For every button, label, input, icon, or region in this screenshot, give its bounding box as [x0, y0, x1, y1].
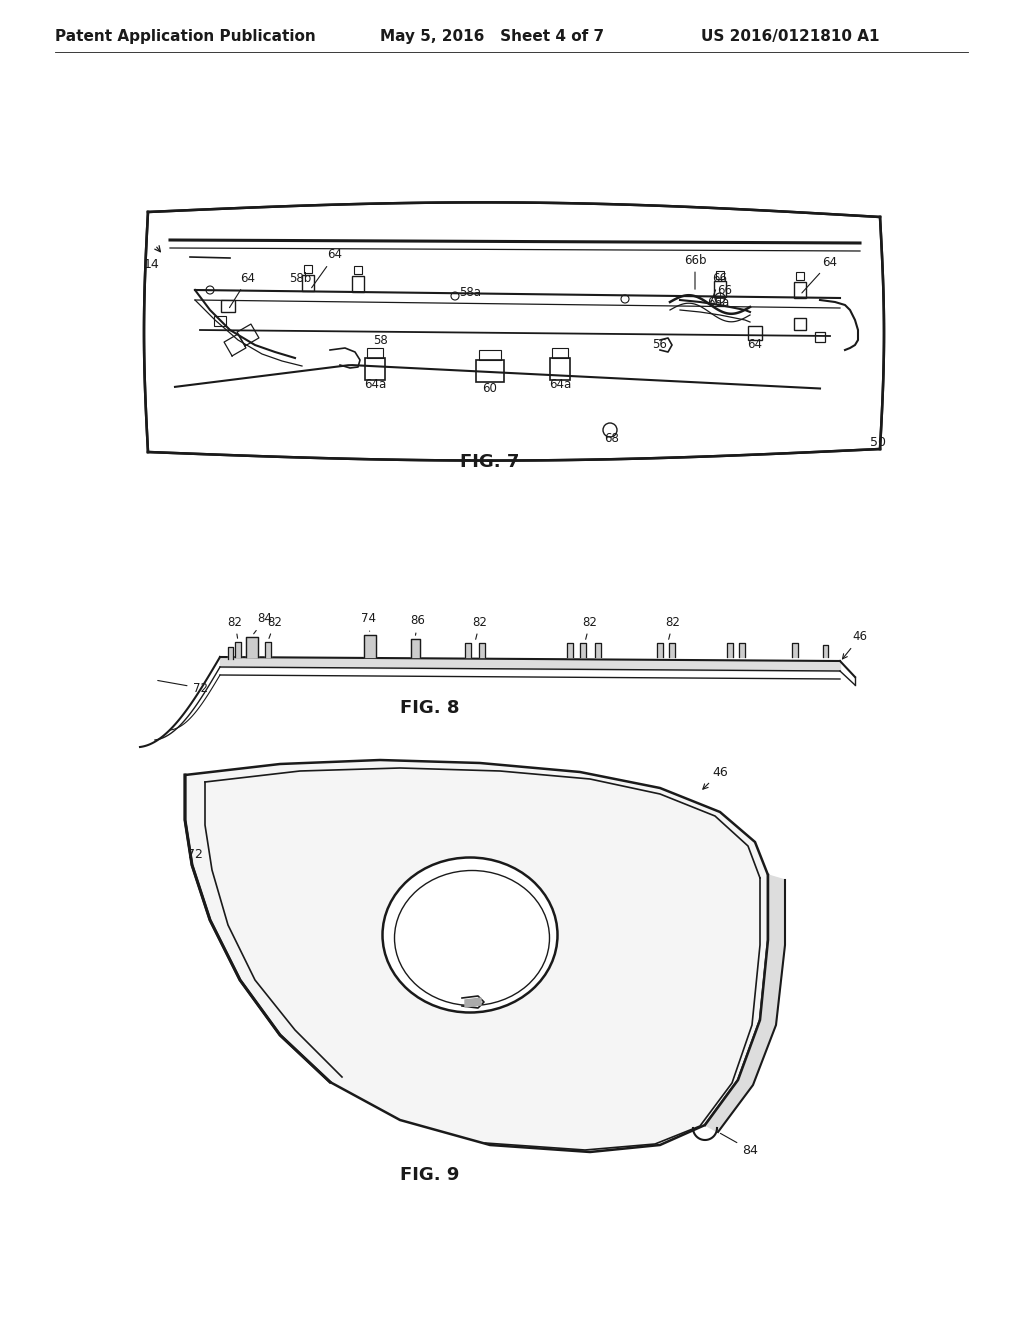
Text: 86: 86	[482, 953, 498, 966]
Polygon shape	[465, 643, 471, 657]
Text: 74: 74	[360, 612, 376, 631]
Text: 58: 58	[373, 334, 387, 346]
Polygon shape	[144, 202, 884, 461]
Text: 84: 84	[254, 612, 272, 634]
Bar	[302, 276, 314, 292]
Polygon shape	[227, 647, 232, 659]
Text: 68: 68	[604, 432, 620, 445]
Text: 64: 64	[748, 338, 763, 351]
Text: 64: 64	[802, 256, 838, 293]
Bar	[815, 333, 825, 342]
Bar	[714, 281, 726, 297]
Text: 64a: 64a	[364, 379, 386, 392]
Text: 64: 64	[311, 248, 342, 288]
Bar	[794, 318, 806, 330]
Polygon shape	[185, 760, 768, 1152]
Text: 46: 46	[843, 631, 867, 659]
Text: May 5, 2016   Sheet 4 of 7: May 5, 2016 Sheet 4 of 7	[380, 29, 604, 45]
Bar	[354, 267, 362, 275]
Ellipse shape	[383, 858, 557, 1012]
Bar	[367, 348, 383, 358]
Text: FIG. 7: FIG. 7	[461, 453, 520, 471]
Polygon shape	[822, 645, 827, 657]
Polygon shape	[567, 643, 573, 657]
Bar	[748, 326, 762, 341]
Text: 66a: 66a	[707, 296, 729, 309]
Bar	[796, 272, 804, 280]
Bar	[794, 281, 806, 297]
Polygon shape	[657, 643, 663, 657]
Text: US 2016/0121810 A1: US 2016/0121810 A1	[700, 29, 880, 45]
Text: 58a: 58a	[459, 285, 481, 298]
Text: FIG. 9: FIG. 9	[400, 1166, 460, 1184]
Text: 50: 50	[870, 436, 886, 449]
Bar	[304, 265, 312, 273]
Text: 82: 82	[472, 615, 487, 639]
Polygon shape	[739, 643, 745, 657]
Bar	[352, 276, 364, 292]
Text: 72: 72	[187, 849, 203, 862]
Text: 84: 84	[721, 1134, 758, 1156]
Text: 72: 72	[158, 681, 208, 694]
Bar	[221, 300, 234, 312]
Text: 80: 80	[407, 928, 423, 941]
Text: 82: 82	[583, 615, 597, 639]
Text: 64: 64	[229, 272, 256, 308]
Text: 66: 66	[711, 272, 727, 302]
Polygon shape	[727, 643, 733, 657]
Text: 64a: 64a	[549, 379, 571, 392]
Bar	[479, 350, 501, 360]
Polygon shape	[705, 875, 785, 1133]
Polygon shape	[364, 635, 376, 657]
Text: 56: 56	[652, 338, 668, 351]
Text: 66: 66	[718, 284, 732, 297]
Polygon shape	[479, 643, 485, 657]
Bar	[550, 358, 570, 380]
Text: Patent Application Publication: Patent Application Publication	[54, 29, 315, 45]
Polygon shape	[234, 642, 241, 657]
Text: 46: 46	[702, 766, 728, 789]
Polygon shape	[465, 998, 481, 1007]
Bar	[476, 360, 504, 381]
Text: 82: 82	[666, 615, 680, 639]
Polygon shape	[595, 643, 601, 657]
Bar	[552, 348, 568, 358]
Text: 60: 60	[482, 381, 498, 395]
Text: 86: 86	[411, 615, 425, 635]
Text: 82: 82	[227, 615, 243, 639]
Polygon shape	[580, 643, 586, 657]
Text: 58b: 58b	[289, 272, 311, 285]
Bar	[365, 358, 385, 380]
Text: FIG. 8: FIG. 8	[400, 700, 460, 717]
Polygon shape	[669, 643, 675, 657]
Text: 14: 14	[144, 259, 160, 272]
Polygon shape	[246, 638, 258, 657]
Polygon shape	[411, 639, 420, 657]
Polygon shape	[265, 642, 271, 657]
Polygon shape	[792, 643, 798, 657]
Bar	[214, 315, 226, 326]
Bar	[716, 271, 724, 279]
Text: 66b: 66b	[684, 253, 707, 289]
Text: 82: 82	[267, 615, 283, 639]
